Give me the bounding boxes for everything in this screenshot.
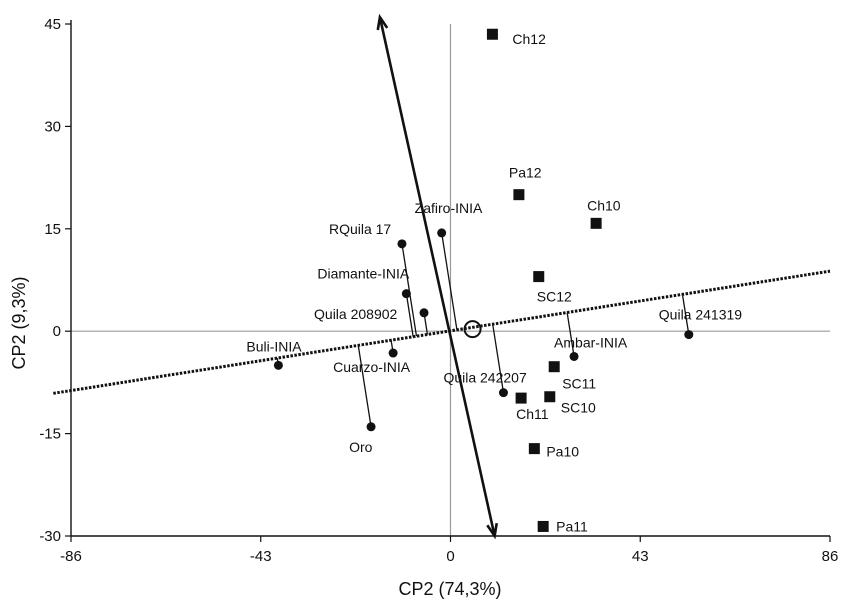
point-pa10 bbox=[528, 443, 540, 455]
point-sc11 bbox=[548, 361, 560, 373]
projection-line bbox=[405, 293, 414, 337]
label-quila-208902: Quila 208902 bbox=[314, 306, 398, 322]
point-pa12 bbox=[513, 189, 525, 201]
label-cuarzo-inia: Cuarzo-INIA bbox=[333, 359, 411, 375]
x-tick-label: -86 bbox=[60, 548, 82, 565]
zero-lines bbox=[71, 24, 830, 536]
label-buli-inia: Buli-INIA bbox=[246, 338, 302, 354]
projection-line bbox=[357, 345, 372, 427]
arrow-head-top bbox=[376, 13, 389, 31]
y-tick-label: 15 bbox=[44, 221, 61, 238]
y-tick-label: -30 bbox=[39, 528, 61, 545]
y-tick-label: 45 bbox=[44, 16, 61, 33]
point-rquila-17 bbox=[397, 239, 407, 249]
label-quila-242207: Quila 242207 bbox=[443, 370, 527, 386]
label-ch10: Ch10 bbox=[587, 197, 621, 213]
label-zafiro-inia: Zafiro-INIA bbox=[415, 200, 483, 216]
x-tick-label: 0 bbox=[446, 548, 454, 565]
projection-line bbox=[492, 324, 505, 393]
projection-line bbox=[441, 232, 458, 330]
point-sc12 bbox=[533, 271, 545, 283]
point-ch10 bbox=[590, 217, 602, 229]
label-pa12: Pa12 bbox=[509, 165, 542, 181]
axis-ticks: -86 -43 0 43 86 -30 -15 0 15 30 45 bbox=[39, 16, 838, 565]
y-tick-label: -15 bbox=[39, 426, 61, 443]
label-sc12: SC12 bbox=[537, 289, 572, 305]
label-sc11: SC11 bbox=[562, 376, 596, 392]
x-tick-label: -43 bbox=[250, 548, 272, 565]
point-quila-208902 bbox=[419, 308, 429, 318]
label-pa11: Pa11 bbox=[556, 518, 588, 534]
y-tick-label: 30 bbox=[44, 118, 61, 135]
dotted-axis-line bbox=[53, 269, 831, 395]
projection-line bbox=[681, 294, 690, 335]
label-diamante-inia: Diamante-INIA bbox=[317, 266, 409, 282]
y-axis-title: CP2 (9,3%) bbox=[9, 276, 29, 369]
point-zafiro-inia bbox=[437, 228, 447, 238]
x-tick-label: 43 bbox=[632, 548, 649, 565]
point-ambar-inia bbox=[569, 351, 579, 361]
point-ch11 bbox=[515, 392, 527, 404]
point-diamante-inia bbox=[401, 289, 411, 299]
projection-line bbox=[401, 243, 418, 337]
point-pa11 bbox=[537, 520, 549, 532]
point-quila-242207 bbox=[498, 388, 508, 398]
point-sc10 bbox=[544, 391, 556, 403]
y-tick-label: 0 bbox=[53, 323, 61, 340]
label-pa10: Pa10 bbox=[546, 444, 579, 460]
origin-circle bbox=[463, 320, 482, 339]
data-points bbox=[273, 28, 694, 532]
x-tick-label: 86 bbox=[822, 548, 839, 565]
point-quila-241319 bbox=[684, 330, 694, 340]
point-cuarzo-inia bbox=[388, 348, 398, 358]
label-sc10: SC10 bbox=[561, 400, 596, 416]
point-buli-inia bbox=[273, 360, 283, 370]
biplot-lines bbox=[53, 13, 831, 540]
point-labels: Buli-INIA Oro Cuarzo-INIA Diamante-INIA RQui… bbox=[246, 31, 742, 534]
label-ch12: Ch12 bbox=[512, 31, 546, 47]
arrow-axis-line bbox=[378, 16, 496, 537]
label-quila-241319: Quila 241319 bbox=[659, 307, 743, 323]
point-ch12 bbox=[486, 28, 498, 40]
point-oro bbox=[366, 422, 376, 432]
label-rquila-17: RQuila 17 bbox=[329, 221, 391, 237]
label-ch11: Ch11 bbox=[516, 406, 549, 422]
arrow-head-bottom bbox=[486, 522, 499, 540]
label-oro: Oro bbox=[349, 439, 373, 455]
x-axis-title: CP2 (74,3%) bbox=[398, 579, 501, 599]
projection-line bbox=[566, 312, 575, 357]
label-ambar-inia: Ambar-INIA bbox=[554, 334, 628, 350]
